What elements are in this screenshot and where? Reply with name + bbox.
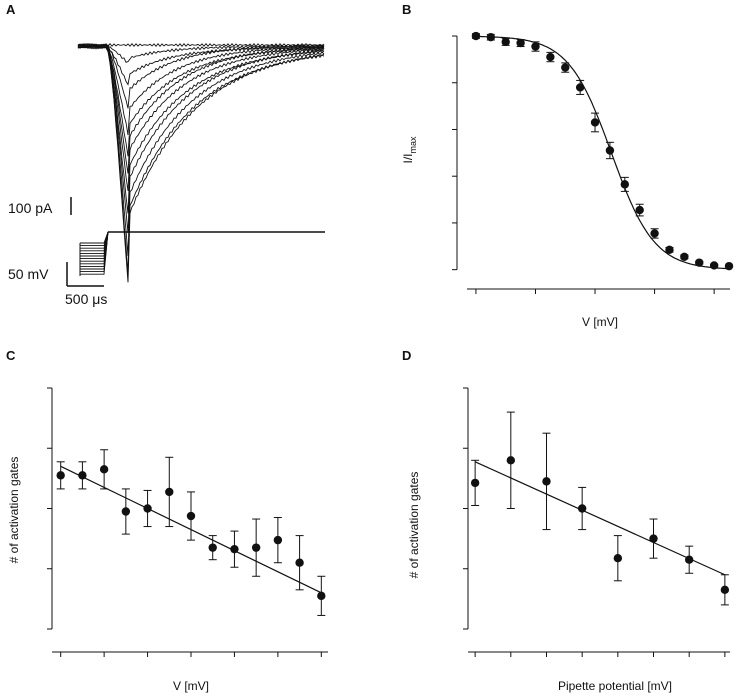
current-trace bbox=[77, 44, 325, 256]
panel-d: D Pipette potential [mV] # of activation… bbox=[402, 348, 730, 693]
panel-c-data-point bbox=[99, 465, 109, 474]
current-trace bbox=[77, 42, 325, 174]
panel-b-data-point bbox=[724, 261, 734, 271]
panel-b-ylabel: I/Imax bbox=[401, 136, 418, 164]
panel-a: A 100 pA 50 mV 500 μs bbox=[6, 2, 325, 307]
panel-b: B V [mV] I/Imax bbox=[401, 2, 734, 329]
panel-b-data-point bbox=[605, 146, 615, 155]
panel-c-ylabel: # of activation gates bbox=[7, 457, 21, 564]
panel-b-data-point bbox=[471, 31, 481, 41]
panel-b-data-point bbox=[650, 229, 659, 238]
panel-c-data-point bbox=[317, 591, 326, 601]
current-trace bbox=[77, 42, 325, 48]
panel-c-data-point bbox=[143, 504, 152, 513]
panel-c-data-point bbox=[165, 487, 174, 497]
voltage-step bbox=[80, 231, 109, 247]
panel-d-data-point bbox=[613, 553, 623, 563]
panel-b-data-point bbox=[516, 38, 525, 48]
panel-d-data bbox=[470, 411, 730, 606]
panel-c-data-point bbox=[208, 543, 217, 552]
current-trace bbox=[77, 42, 325, 234]
panel-d-data-point bbox=[684, 555, 694, 564]
panel-c-data-point bbox=[186, 511, 196, 521]
current-trace bbox=[77, 42, 325, 109]
panel-c-data-point bbox=[56, 471, 65, 480]
panel-b-data-point bbox=[546, 52, 555, 62]
panel-c-data-point bbox=[78, 471, 87, 480]
panel-d-axes bbox=[463, 387, 730, 657]
panel-b-data-point bbox=[620, 180, 630, 189]
time-scalebar-label: 500 μs bbox=[65, 291, 107, 307]
panel-b-data-point bbox=[575, 83, 585, 92]
panel-b-data-point bbox=[695, 258, 704, 267]
panel-b-fit-curve bbox=[475, 35, 730, 270]
panel-c-data-point bbox=[295, 558, 304, 567]
panel-c-data-point bbox=[273, 535, 283, 545]
panel-b-data-point bbox=[709, 261, 719, 270]
voltage-protocol bbox=[79, 231, 325, 276]
panel-b-axes bbox=[452, 35, 730, 294]
panel-b-ylabel-main: I/I bbox=[401, 154, 415, 164]
panel-label-d: D bbox=[402, 348, 411, 363]
panel-label-c: C bbox=[6, 348, 16, 363]
panel-c-axes bbox=[47, 387, 328, 657]
panel-b-data-point bbox=[486, 32, 496, 42]
panel-b-xlabel: V [mV] bbox=[582, 315, 618, 329]
panel-c-data-point bbox=[121, 507, 131, 516]
current-trace bbox=[77, 43, 325, 191]
panel-c: C V [mV] # of activation gates bbox=[6, 348, 328, 693]
panel-d-data-point bbox=[577, 504, 587, 513]
panel-b-data-point bbox=[680, 252, 689, 262]
panel-d-data-point bbox=[542, 477, 551, 486]
panel-b-data-point bbox=[561, 63, 570, 72]
panel-c-data bbox=[56, 449, 326, 616]
current-scalebar-label: 100 pA bbox=[8, 200, 53, 216]
panel-label-b: B bbox=[402, 2, 411, 17]
voltage-step bbox=[80, 231, 109, 244]
panel-b-data-point bbox=[501, 37, 510, 47]
panel-b-ylabel-sub: max bbox=[408, 136, 418, 154]
voltage-step bbox=[80, 231, 109, 262]
panel-b-data-point bbox=[635, 205, 644, 215]
current-traces bbox=[77, 42, 325, 283]
panel-d-data-point bbox=[470, 478, 480, 488]
panel-label-a: A bbox=[6, 2, 16, 17]
voltage-step bbox=[80, 231, 109, 275]
panel-b-data-point bbox=[665, 245, 674, 254]
panel-d-data-point bbox=[720, 585, 730, 595]
panel-d-fit-line bbox=[474, 461, 726, 576]
panel-d-data-point bbox=[649, 534, 658, 543]
panel-c-data-point bbox=[230, 544, 239, 554]
current-trace bbox=[77, 45, 325, 157]
panel-b-data-point bbox=[590, 118, 600, 127]
current-trace bbox=[77, 42, 325, 283]
panel-d-data-point bbox=[506, 456, 516, 465]
voltage-scalebar-label: 50 mV bbox=[8, 266, 49, 282]
panel-c-xlabel: V [mV] bbox=[173, 679, 209, 693]
current-trace bbox=[77, 44, 325, 136]
panel-d-ylabel: # of activation gates bbox=[407, 472, 421, 579]
panel-b-data bbox=[471, 31, 734, 271]
panel-d-xlabel: Pipette potential [mV] bbox=[558, 679, 672, 693]
panel-b-data-point bbox=[531, 42, 540, 51]
panel-c-data-point bbox=[251, 543, 261, 552]
